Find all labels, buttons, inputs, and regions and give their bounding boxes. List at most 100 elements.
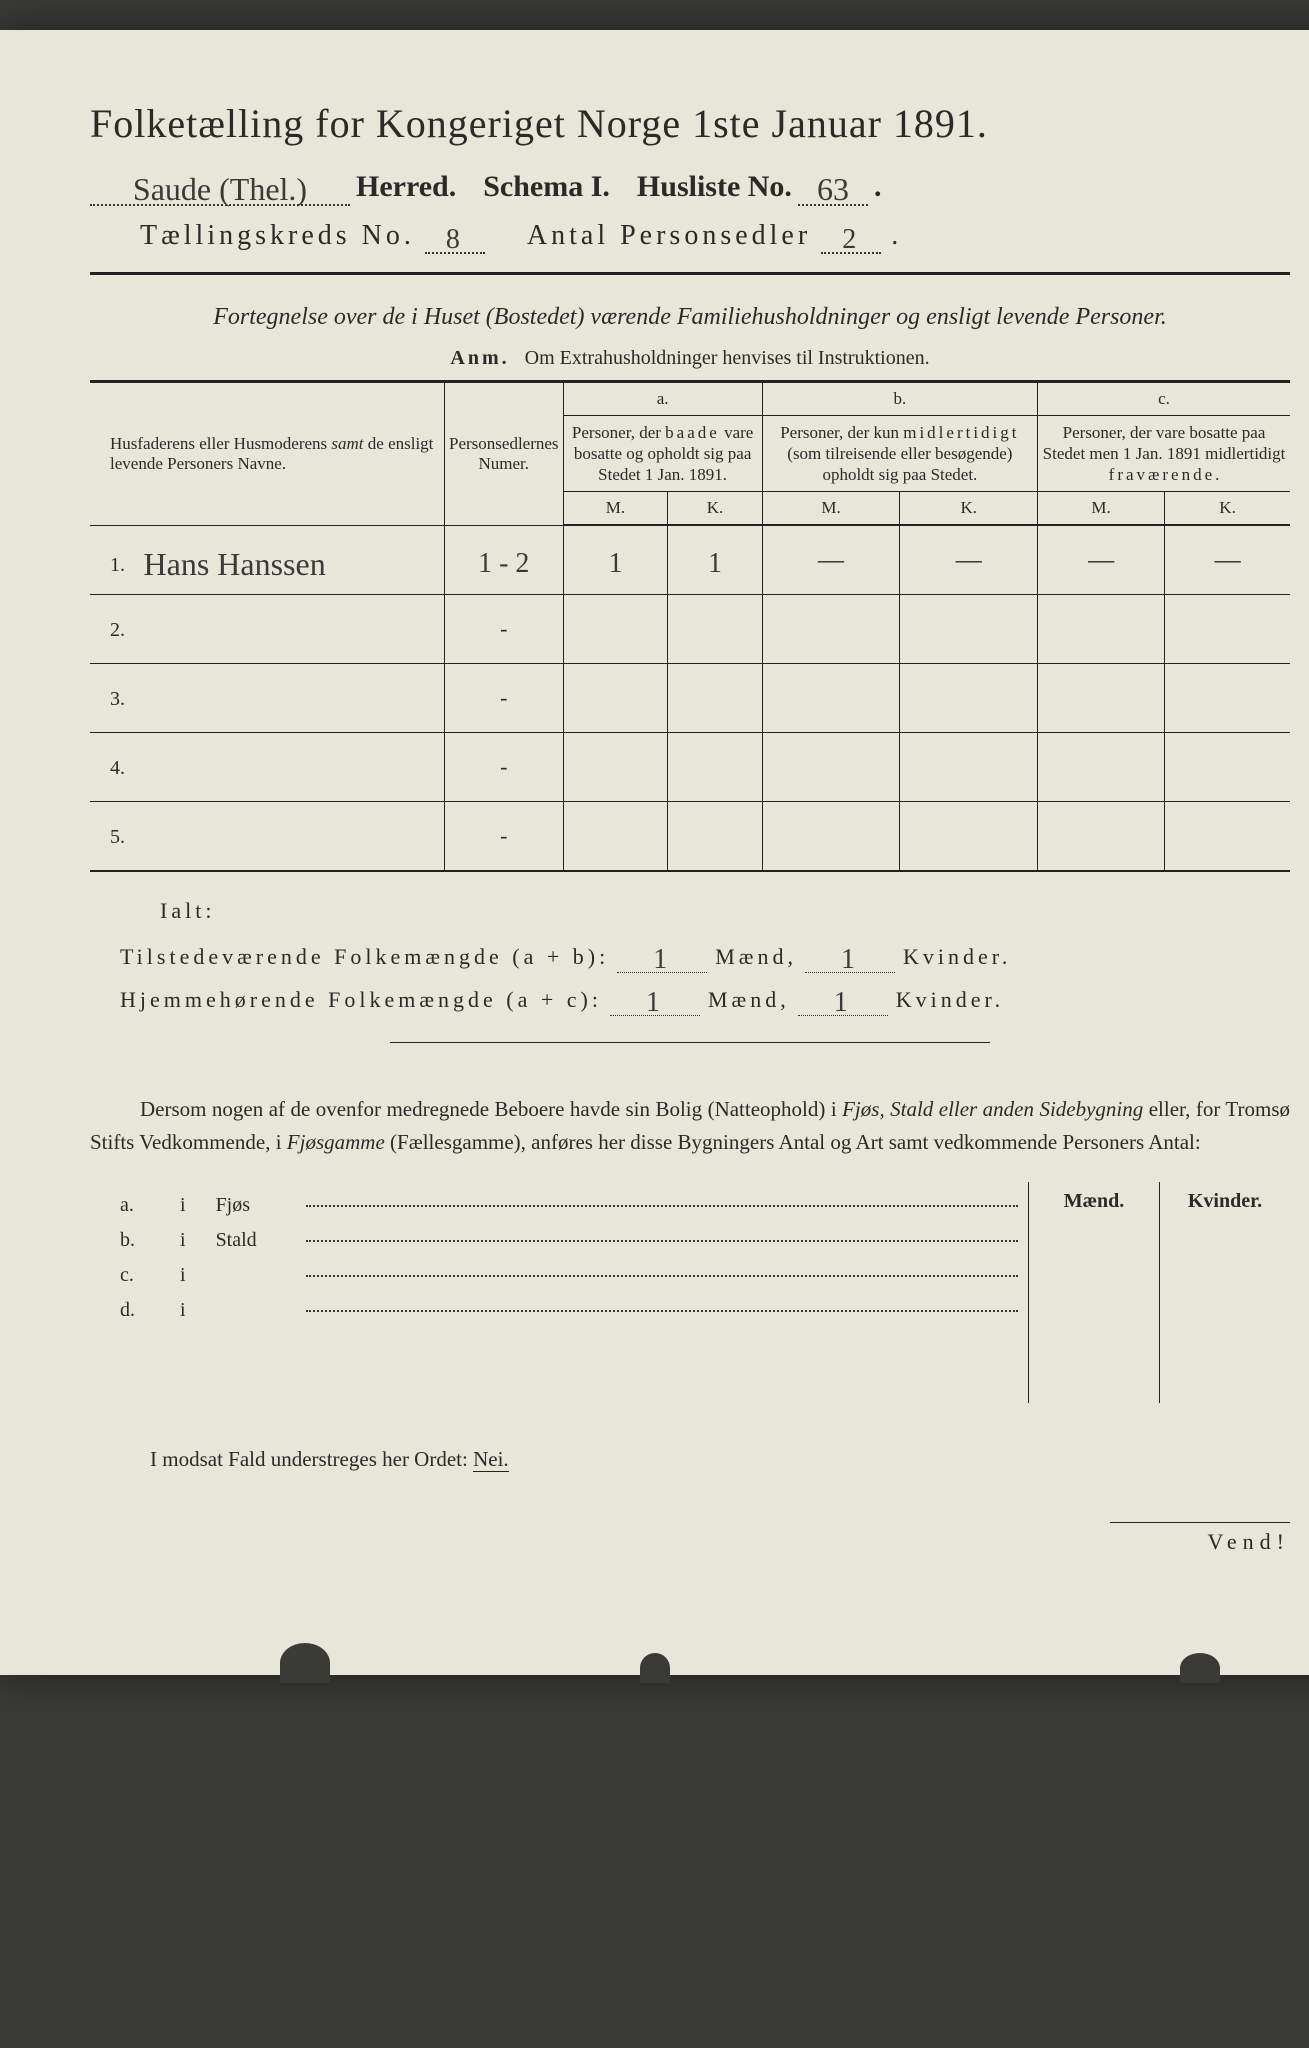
- list-item: d.i: [90, 1299, 1018, 1322]
- mk-m-cell: [1029, 1231, 1160, 1403]
- census-form-page: Folketælling for Kongeriget Norge 1ste J…: [0, 30, 1309, 1675]
- col-c-label: c.: [1038, 381, 1290, 415]
- antal-label: Antal Personsedler: [527, 220, 811, 252]
- list-item: b.iStald: [90, 1229, 1018, 1252]
- building-paragraph: Dersom nogen af de ovenfor medregnede Be…: [90, 1093, 1290, 1158]
- col-a-label: a.: [563, 381, 762, 415]
- husliste-label: Husliste No.: [637, 170, 792, 204]
- paper-tear: [640, 1653, 670, 1683]
- c-k: K.: [1165, 492, 1290, 526]
- list-letter: d.: [90, 1299, 180, 1322]
- herred-handwritten: Saude (Thel.): [133, 171, 307, 207]
- list-item: c.i: [90, 1264, 1018, 1287]
- list-i: i: [180, 1264, 186, 1287]
- name-cell: 3.: [90, 664, 445, 733]
- small-divider: [390, 1042, 990, 1043]
- list-word: Fjøs: [186, 1194, 306, 1217]
- vend-label: Vend!: [1110, 1522, 1290, 1555]
- cell: [563, 595, 668, 664]
- kreds-no-handwritten: 8: [446, 224, 464, 255]
- cell: —: [762, 525, 900, 595]
- cell: [668, 595, 762, 664]
- cell: [762, 595, 900, 664]
- cell: [900, 664, 1038, 733]
- table-row: 4. -: [90, 733, 1290, 802]
- sed-cell: -: [445, 595, 564, 664]
- mk-k: Kvinder.: [1160, 1182, 1291, 1231]
- cell: [563, 802, 668, 872]
- building-list: a.iFjøsb.iStaldc.id.i: [90, 1182, 1018, 1334]
- sum1-kvinder: Kvinder.: [903, 944, 1011, 970]
- ialt-label: Ialt:: [160, 898, 1290, 924]
- list-dots: [306, 1310, 1018, 1312]
- b-m: M.: [762, 492, 900, 526]
- cell: [762, 664, 900, 733]
- list-word: Stald: [186, 1229, 306, 1252]
- sed-cell: -: [445, 802, 564, 872]
- c-m: M.: [1038, 492, 1165, 526]
- cell: [668, 733, 762, 802]
- cell: [1165, 802, 1290, 872]
- list-dots: [306, 1240, 1018, 1242]
- cell: [1038, 664, 1165, 733]
- cell: [668, 664, 762, 733]
- anmerkning: Anm. Om Extrahusholdninger henvises til …: [90, 347, 1290, 370]
- cell: [1165, 664, 1290, 733]
- mk-m: Mænd.: [1029, 1182, 1160, 1231]
- name-handwritten: Hans Hanssen: [144, 546, 326, 582]
- sum2-label: Hjemmehørende Folkemængde (a + c):: [120, 987, 602, 1013]
- name-cell: 1. Hans Hanssen: [90, 525, 445, 595]
- list-letter: c.: [90, 1264, 180, 1287]
- sed-cell: 1 - 2: [445, 525, 564, 595]
- b-k: K.: [900, 492, 1038, 526]
- table-row: 2. -: [90, 595, 1290, 664]
- sum-tilstede: Tilstedeværende Folkemængde (a + b): 1 M…: [120, 940, 1290, 973]
- divider: [90, 272, 1290, 275]
- col-a-text: Personer, der baade vare bosatte og opho…: [563, 415, 762, 492]
- sum2-kvinder: Kvinder.: [896, 987, 1004, 1013]
- cell: —: [1165, 525, 1290, 595]
- list-dots: [306, 1205, 1018, 1207]
- sum-hjemme: Hjemmehørende Folkemængde (a + c): 1 Mæn…: [120, 983, 1290, 1016]
- cell: [1165, 733, 1290, 802]
- cell: [1038, 802, 1165, 872]
- sum2-m: 1: [646, 987, 664, 1018]
- herred-line: Saude (Thel.) Herred. Schema I. Husliste…: [90, 167, 1290, 206]
- paper-tear: [280, 1643, 330, 1683]
- household-table: Husfaderens eller Husmoderens samt de en…: [90, 380, 1290, 873]
- cell: [1038, 733, 1165, 802]
- sum1-maend: Mænd,: [715, 944, 797, 970]
- cell: [900, 802, 1038, 872]
- name-cell: 5.: [90, 802, 445, 872]
- list-dots: [306, 1275, 1018, 1277]
- page-title: Folketælling for Kongeriget Norge 1ste J…: [90, 100, 1290, 147]
- cell: [668, 802, 762, 872]
- table-body: 1. Hans Hanssen1 - 211————2. -3. -4. -5.…: [90, 525, 1290, 871]
- cell: [1038, 595, 1165, 664]
- list-item: a.iFjøs: [90, 1194, 1018, 1217]
- anm-label: Anm.: [450, 347, 509, 369]
- cell: [563, 664, 668, 733]
- mk-table: Mænd. Kvinder.: [1028, 1182, 1290, 1403]
- cell: [762, 733, 900, 802]
- col2-header: Personsedlernes Numer.: [449, 434, 559, 473]
- husliste-no-handwritten: 63: [817, 171, 849, 207]
- mk-k-cell: [1160, 1231, 1291, 1403]
- list-letter: b.: [90, 1229, 180, 1252]
- cell: [900, 595, 1038, 664]
- cell: [563, 733, 668, 802]
- subtitle: Fortegnelse over de i Huset (Bostedet) v…: [90, 301, 1290, 335]
- sed-cell: -: [445, 664, 564, 733]
- sed-handwritten: 1 - 2: [478, 548, 529, 579]
- nei-line: I modsat Fald understreges her Ordet: Ne…: [150, 1447, 1290, 1472]
- list-letter: a.: [90, 1194, 180, 1217]
- sum1-m: 1: [653, 944, 671, 975]
- name-cell: 2.: [90, 595, 445, 664]
- col1-header: Husfaderens eller Husmoderens samt de en…: [110, 434, 433, 473]
- table-row: 3. -: [90, 664, 1290, 733]
- kreds-label: Tællingskreds No.: [140, 220, 415, 252]
- col-c-text: Personer, der vare bosatte paa Stedet me…: [1038, 415, 1290, 492]
- cell: [1165, 595, 1290, 664]
- list-i: i: [180, 1299, 186, 1322]
- nei-word: Nei.: [473, 1447, 509, 1472]
